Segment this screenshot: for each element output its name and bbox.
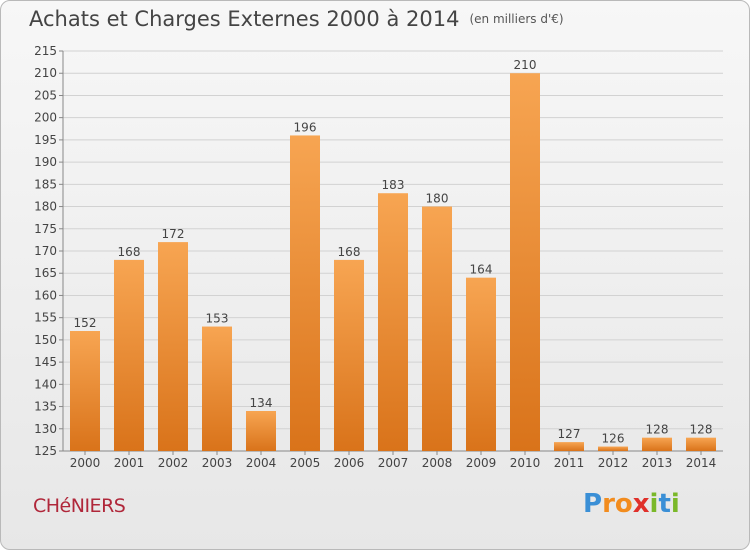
chart-title: Achats et Charges Externes 2000 à 2014 (e… — [29, 7, 564, 31]
y-tick-label: 200 — [34, 111, 57, 125]
value-label: 134 — [250, 396, 273, 410]
y-tick-label: 170 — [34, 244, 57, 258]
x-tick-label: 2009 — [466, 456, 497, 470]
proxiti-logo: Proxiti — [583, 489, 680, 519]
bar-2007 — [378, 193, 408, 451]
bar-2005 — [290, 135, 320, 451]
bar-2011 — [554, 442, 584, 451]
value-label: 168 — [338, 245, 361, 259]
y-tick-labels: 125 130 135 140 145 150 155 160 165 170 175 180 185 1… — [34, 44, 57, 458]
y-tick-label: 165 — [34, 266, 57, 280]
value-label: 127 — [558, 427, 581, 441]
value-label: 196 — [294, 120, 317, 134]
y-tick-label: 195 — [34, 133, 57, 147]
value-label: 128 — [690, 423, 713, 437]
value-label: 126 — [602, 432, 625, 446]
value-label: 180 — [426, 192, 449, 206]
x-tick-label: 2010 — [510, 456, 541, 470]
bar-2000 — [70, 331, 100, 451]
y-tick-label: 140 — [34, 377, 57, 391]
y-tick-label: 205 — [34, 88, 57, 102]
value-label: 168 — [118, 245, 141, 259]
y-tick-label: 210 — [34, 66, 57, 80]
x-tick-label: 2002 — [158, 456, 189, 470]
x-tick-label: 2014 — [686, 456, 717, 470]
bar-2010 — [510, 73, 540, 451]
value-label: 153 — [206, 312, 229, 326]
x-tick-label: 2003 — [202, 456, 233, 470]
y-tick-label: 185 — [34, 177, 57, 191]
y-tick-label: 150 — [34, 333, 57, 347]
bar-2009 — [466, 277, 496, 451]
x-tick-label: 2005 — [290, 456, 321, 470]
x-tick-label: 2012 — [598, 456, 629, 470]
bar-2004 — [246, 411, 276, 451]
x-tick-label: 2004 — [246, 456, 277, 470]
y-tick-label: 215 — [34, 44, 57, 58]
value-label: 128 — [646, 423, 669, 437]
y-tick-label: 130 — [34, 422, 57, 436]
y-tick-label: 125 — [34, 444, 57, 458]
logo-letter: o — [614, 489, 633, 519]
logo-letter: i — [670, 489, 680, 519]
value-label: 210 — [514, 58, 537, 72]
bar-2012 — [598, 446, 628, 451]
y-tick-label: 135 — [34, 400, 57, 414]
chart-unit: (en milliers d'€) — [469, 12, 564, 26]
y-tick-label: 160 — [34, 288, 57, 302]
bars — [70, 73, 716, 455]
y-tick-label: 155 — [34, 311, 57, 325]
value-label: 164 — [470, 263, 493, 277]
x-tick-label: 2011 — [554, 456, 585, 470]
x-tick-label: 2000 — [70, 456, 101, 470]
bar-2001 — [114, 259, 144, 451]
x-tick-label: 2006 — [334, 456, 365, 470]
logo-letter: r — [602, 489, 615, 519]
x-tick-label: 2007 — [378, 456, 409, 470]
bar-2014 — [686, 437, 716, 451]
value-label: 172 — [162, 227, 185, 241]
value-label: 152 — [74, 316, 97, 330]
bar-2002 — [158, 242, 188, 451]
y-tick-label: 145 — [34, 355, 57, 369]
logo-letter: x — [632, 489, 650, 519]
commune-name: CHéNIERS — [33, 495, 126, 517]
y-tick-label: 175 — [34, 222, 57, 236]
value-label: 183 — [382, 178, 405, 192]
bar-2006 — [334, 259, 364, 451]
bar-2008 — [422, 206, 452, 451]
x-tick-label: 2013 — [642, 456, 673, 470]
x-tick-label: 2001 — [114, 456, 145, 470]
bar-2013 — [642, 437, 672, 451]
logo-letter: i — [649, 489, 659, 519]
y-tick-label: 180 — [34, 200, 57, 214]
logo-letter: t — [658, 489, 671, 519]
x-tick-labels: 2000 2001 2002 2003 2004 2005 2006 2007 2008 2009… — [70, 456, 717, 470]
chart-title-text: Achats et Charges Externes 2000 à 2014 — [29, 7, 460, 31]
value-labels: 152 168 172 153 134 196 168 183 180 164 210 127 126 1… — [74, 58, 713, 445]
y-tick-label: 190 — [34, 155, 57, 169]
logo-letter: P — [583, 489, 603, 519]
bar-2003 — [202, 326, 232, 451]
x-tick-label: 2008 — [422, 456, 453, 470]
